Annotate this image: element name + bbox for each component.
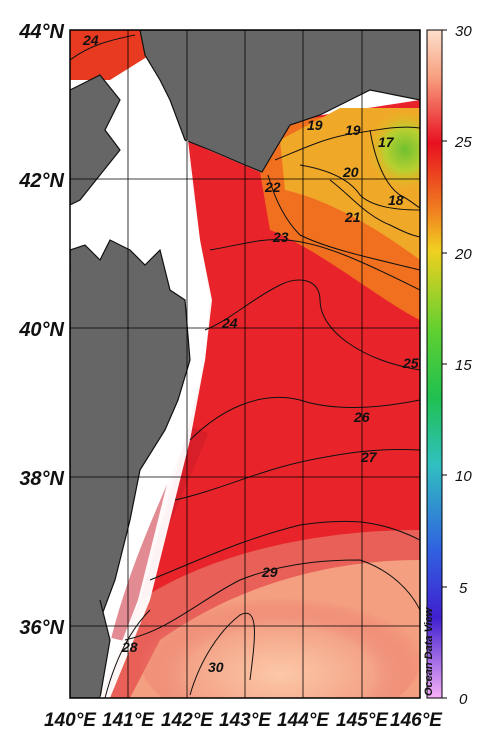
colorbar-label-30: 30 — [455, 23, 472, 40]
contour-label-20: 20 — [342, 164, 359, 180]
lon-label-143e: 143°E — [219, 710, 272, 731]
contour-label-28: 28 — [121, 639, 138, 655]
lat-label-36n: 36°N — [19, 617, 64, 639]
contour-label-24-north: 24 — [82, 32, 99, 48]
contour-lines — [70, 34, 420, 698]
colorbar-scale — [426, 29, 443, 699]
contour-label-21: 21 — [344, 209, 361, 225]
lat-label-44n: 44°N — [18, 21, 64, 43]
lon-label-146e: 146°E — [390, 710, 443, 731]
contour-label-17: 17 — [378, 134, 395, 150]
contour-label-27: 27 — [360, 449, 378, 465]
colorbar-label-15: 15 — [455, 357, 472, 374]
contour-label-24: 24 — [221, 315, 238, 331]
contour-label-18: 18 — [388, 192, 404, 208]
colorbar-label-25: 25 — [454, 134, 472, 151]
lat-label-42n: 42°N — [18, 170, 64, 192]
lon-label-144e: 144°E — [277, 710, 330, 731]
contour-label-22: 22 — [264, 179, 281, 195]
longitude-labels: 140°E 141°E 142°E 143°E 144°E 145°E 146°… — [44, 710, 443, 731]
contour-label-25: 25 — [402, 355, 419, 371]
lat-label-40n: 40°N — [18, 319, 64, 341]
contour-label-29: 29 — [261, 564, 278, 580]
contour-label-26: 26 — [353, 409, 370, 425]
land — [70, 30, 420, 698]
lon-label-141e: 141°E — [102, 710, 155, 731]
lon-label-145e: 145°E — [336, 710, 389, 731]
contour-label-group: 24 19 19 20 17 18 22 21 23 24 25 26 27 2… — [82, 32, 419, 675]
coastal-no-data — [100, 140, 212, 698]
lon-label-142e: 142°E — [161, 710, 214, 731]
colorbar-label-10: 10 — [455, 468, 472, 485]
contour-label-23: 23 — [272, 229, 289, 245]
colorbar-label-20: 20 — [454, 246, 472, 263]
colorbar: 30 25 20 15 10 5 0 — [426, 23, 472, 708]
contour-label-19-b: 19 — [345, 122, 361, 138]
colorbar-label-5: 5 — [459, 580, 468, 597]
contour-label-30: 30 — [208, 659, 224, 675]
map-area — [70, 30, 420, 698]
ocean-data-view-credit: Ocean Data View — [423, 606, 435, 696]
graticule — [70, 30, 420, 698]
lon-label-140e: 140°E — [44, 710, 97, 731]
latitude-labels: 44°N 42°N 40°N 38°N 36°N — [18, 21, 64, 639]
map-frame — [69, 29, 421, 699]
contour-label-19-a: 19 — [307, 117, 323, 133]
colorbar-label-0: 0 — [459, 691, 468, 708]
lat-label-38n: 38°N — [19, 468, 64, 490]
